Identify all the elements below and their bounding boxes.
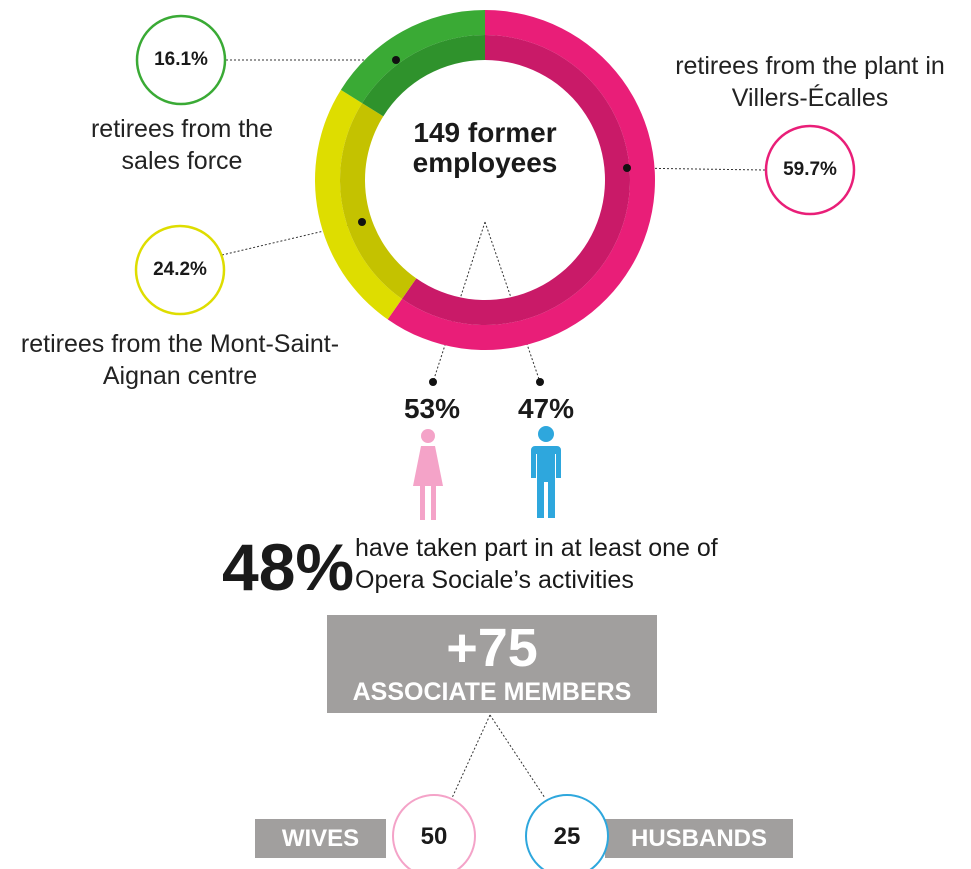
dot: [429, 378, 437, 386]
donut-segment: [340, 10, 485, 104]
value-label: 59.7%: [783, 159, 837, 180]
man-icon: [531, 426, 561, 518]
activities-text: have taken part in at least one of Opera…: [355, 534, 718, 594]
wives-count: 50: [420, 823, 448, 850]
donut-segment-inner: [401, 35, 630, 325]
category-label: retirees from the plant in Villers-Écall…: [675, 52, 945, 112]
dots: [358, 56, 631, 386]
connector: [489, 714, 546, 799]
husbands-box: [605, 819, 793, 858]
connector: [451, 714, 491, 799]
dot: [536, 378, 544, 386]
center-title: 149 former employees: [412, 117, 558, 178]
connector: [626, 167, 766, 171]
woman-icon: [413, 429, 443, 520]
associates-label: ASSOCIATE MEMBERS: [352, 678, 632, 706]
value-label: 24.2%: [153, 259, 207, 280]
value-bubble: [135, 14, 227, 106]
donut: [315, 10, 656, 350]
wives-label: WIVES: [281, 825, 360, 852]
wives-bubble: [392, 794, 476, 869]
women-percent: 53%: [403, 393, 461, 424]
dot: [392, 56, 400, 64]
donut-segment: [387, 10, 656, 350]
value-label: 16.1%: [154, 49, 208, 70]
value-bubble: [134, 224, 226, 316]
category-label: retirees from the sales force: [90, 115, 273, 175]
value-bubble: [764, 124, 856, 216]
associates-count: +75: [446, 618, 538, 678]
associates-box: [327, 615, 657, 713]
donut-segment-inner: [340, 103, 417, 299]
husbands-count: 25: [553, 823, 581, 850]
donut-segment-inner: [362, 35, 485, 117]
donut-segment: [315, 89, 402, 320]
activities-value: 48%: [222, 530, 355, 604]
dot: [623, 164, 631, 172]
wives-box: [255, 819, 386, 858]
husbands-label: HUSBANDS: [630, 825, 767, 852]
men-percent: 47%: [517, 393, 575, 424]
dot: [358, 218, 366, 226]
husbands-bubble: [525, 794, 609, 869]
category-label: retirees from the Mont-Saint-Aignan cent…: [20, 330, 340, 390]
